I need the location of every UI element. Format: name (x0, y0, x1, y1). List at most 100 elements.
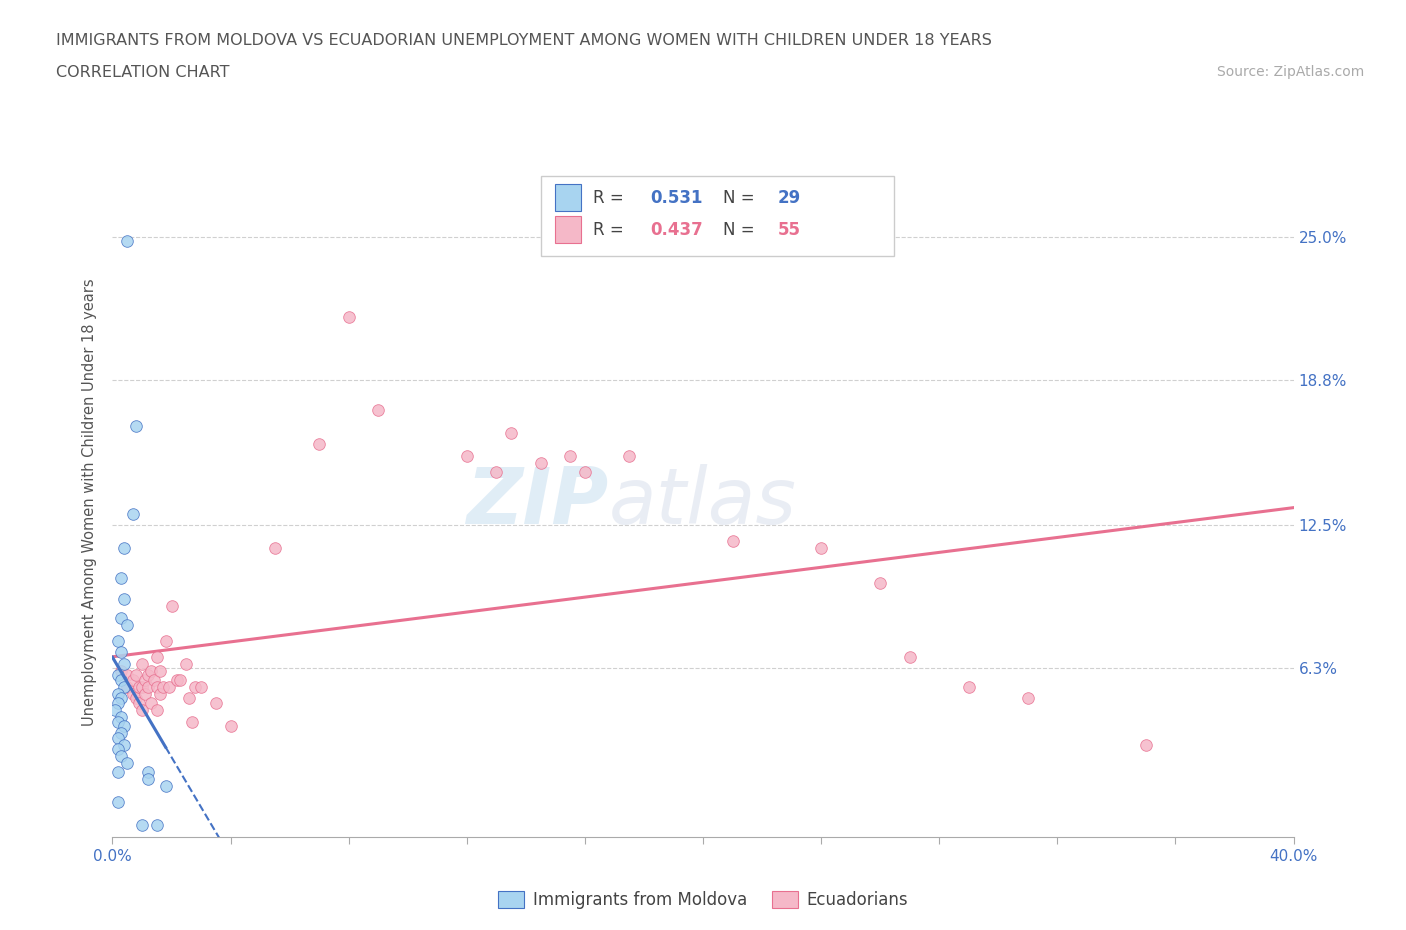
Point (125, 691, 148, 706)
Text: IMMIGRANTS FROM MOLDOVA VS ECUADORIAN UNEMPLOYMENT AMONG WOMEN WITH CHILDREN UND: IMMIGRANTS FROM MOLDOVA VS ECUADORIAN UN… (56, 33, 993, 47)
Bar (555, 217, 581, 243)
Text: atlas: atlas (609, 464, 796, 540)
Point (136, 668, 159, 683)
Point (169, 672, 191, 687)
Bar (555, 184, 581, 211)
Point (117, 618, 138, 632)
Point (122, 672, 145, 687)
Text: Source: ZipAtlas.com: Source: ZipAtlas.com (1216, 65, 1364, 79)
Point (110, 644, 132, 659)
Point (110, 710, 132, 724)
Point (112, 541, 135, 556)
Point (898, 649, 921, 664)
Point (501, 426, 523, 441)
Point (107, 764, 129, 779)
Point (184, 680, 207, 695)
Point (810, 541, 832, 556)
Point (181, 714, 204, 729)
Point (107, 633, 129, 648)
Point (112, 657, 135, 671)
Point (125, 668, 148, 683)
Point (142, 672, 165, 687)
Point (160, 599, 183, 614)
Point (110, 691, 132, 706)
Point (107, 795, 129, 810)
Point (1135, 737, 1157, 752)
Point (136, 772, 159, 787)
Point (131, 680, 153, 695)
Point (110, 749, 132, 764)
Point (136, 680, 159, 695)
Point (721, 534, 744, 549)
Point (149, 663, 172, 678)
Point (110, 725, 132, 740)
Point (110, 571, 132, 586)
Point (869, 576, 891, 591)
Point (1017, 691, 1039, 706)
Point (107, 686, 129, 701)
Text: 29: 29 (778, 189, 800, 206)
Point (139, 696, 162, 711)
Text: CORRELATION CHART: CORRELATION CHART (56, 65, 229, 80)
Text: R =: R = (593, 189, 628, 206)
Point (190, 680, 212, 695)
Point (107, 742, 129, 757)
Point (155, 778, 177, 793)
Point (574, 465, 596, 480)
Y-axis label: Unemployment Among Women with Children Under 18 years: Unemployment Among Women with Children U… (82, 278, 97, 726)
Point (219, 719, 242, 734)
Point (485, 465, 508, 480)
Point (146, 818, 169, 833)
Point (174, 657, 197, 671)
Point (112, 719, 135, 734)
Point (112, 737, 135, 752)
Point (456, 448, 478, 463)
Point (131, 702, 153, 717)
Point (107, 696, 129, 711)
Point (157, 680, 180, 695)
Text: ZIP: ZIP (467, 464, 609, 540)
Point (112, 680, 135, 695)
Point (110, 663, 132, 678)
Point (110, 672, 132, 687)
Point (308, 437, 330, 452)
Point (264, 541, 287, 556)
Point (134, 686, 156, 701)
FancyBboxPatch shape (541, 176, 894, 256)
Point (619, 448, 641, 463)
Point (146, 649, 169, 664)
Point (131, 818, 153, 833)
Point (122, 506, 145, 521)
Text: N =: N = (723, 220, 761, 239)
Point (104, 702, 127, 717)
Point (117, 233, 138, 248)
Legend: Immigrants from Moldova, Ecuadorians: Immigrants from Moldova, Ecuadorians (491, 884, 915, 916)
Point (125, 418, 148, 433)
Text: 55: 55 (778, 220, 800, 239)
Point (117, 668, 138, 683)
Point (107, 730, 129, 745)
Point (166, 672, 188, 687)
Point (139, 663, 162, 678)
Text: R =: R = (593, 220, 628, 239)
Text: 0.531: 0.531 (650, 189, 703, 206)
Point (149, 686, 172, 701)
Point (179, 691, 201, 706)
Point (107, 714, 129, 729)
Point (122, 686, 145, 701)
Point (957, 680, 980, 695)
Point (131, 657, 153, 671)
Point (155, 633, 177, 648)
Point (117, 680, 138, 695)
Point (110, 610, 132, 625)
Point (205, 696, 228, 711)
Point (337, 310, 360, 325)
Point (112, 591, 135, 606)
Text: 0.437: 0.437 (650, 220, 703, 239)
Point (558, 448, 582, 463)
Text: N =: N = (723, 189, 761, 206)
Point (367, 403, 389, 418)
Point (152, 680, 174, 695)
Point (146, 702, 169, 717)
Point (136, 764, 159, 779)
